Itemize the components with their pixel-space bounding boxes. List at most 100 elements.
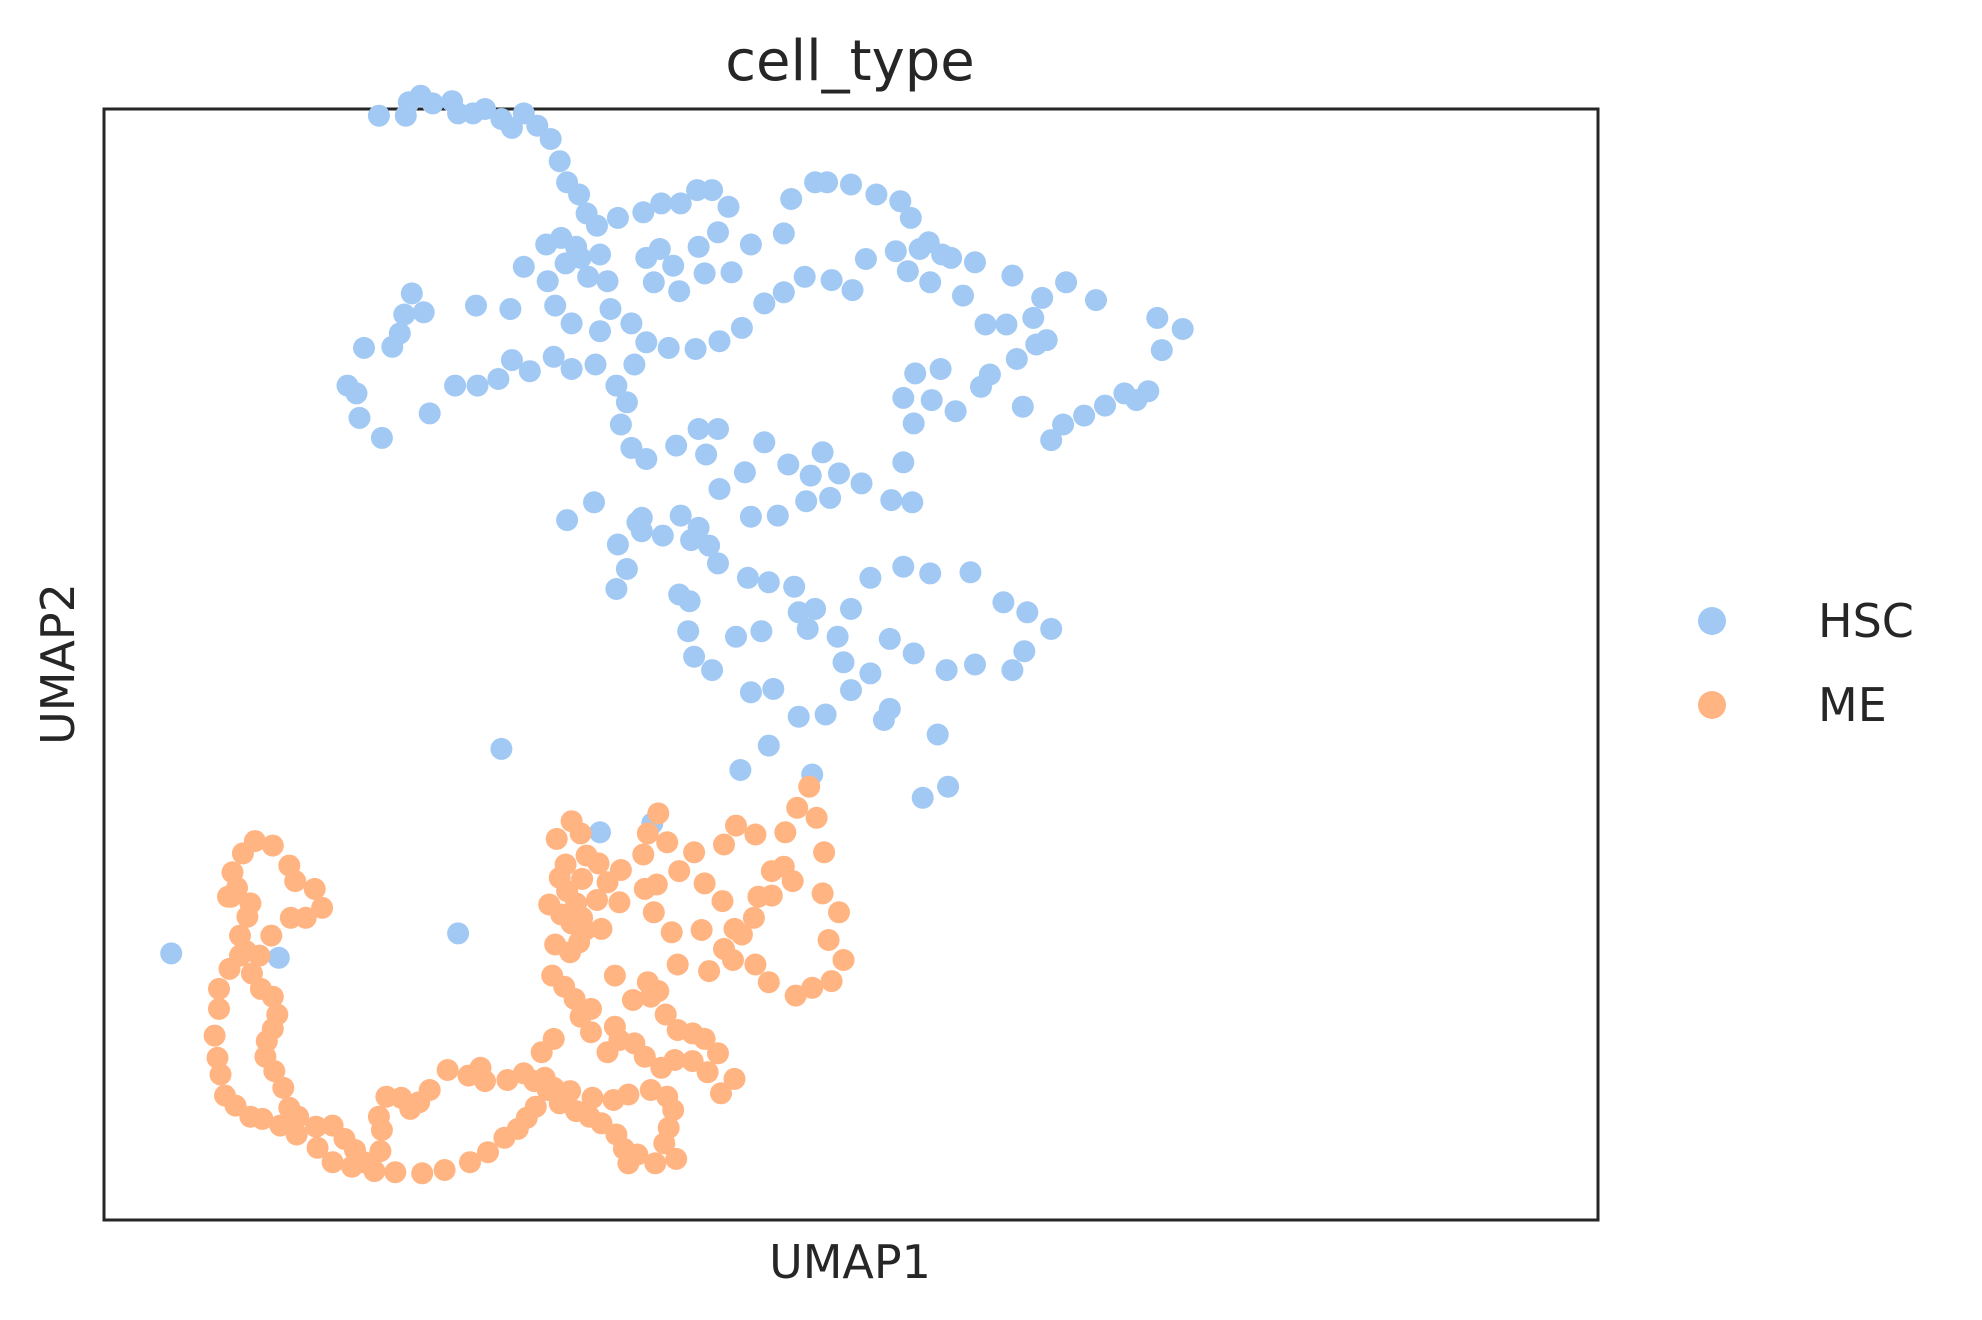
point-me xyxy=(209,1063,232,1086)
point-hsc xyxy=(1040,429,1063,452)
point-me xyxy=(571,867,594,890)
x-axis-label: UMAP1 xyxy=(769,1235,931,1289)
point-me xyxy=(563,987,586,1010)
point-hsc xyxy=(902,642,925,665)
point-me xyxy=(668,860,691,883)
point-hsc xyxy=(500,349,523,372)
point-hsc xyxy=(554,252,577,275)
point-hsc xyxy=(840,597,862,620)
y-axis-label: UMAP2 xyxy=(31,583,85,745)
point-me xyxy=(744,953,767,976)
legend-marker xyxy=(1698,691,1726,719)
point-me xyxy=(524,1095,547,1118)
point-me xyxy=(772,855,795,878)
point-hsc xyxy=(632,201,655,224)
point-hsc xyxy=(766,504,789,527)
point-hsc xyxy=(733,461,756,484)
point-hsc xyxy=(394,104,417,127)
point-hsc xyxy=(1094,394,1116,417)
point-hsc xyxy=(750,620,773,643)
point-hsc xyxy=(892,386,915,409)
point-hsc xyxy=(717,195,740,218)
point-hsc xyxy=(615,558,638,580)
point-hsc xyxy=(606,533,629,556)
point-hsc xyxy=(762,677,785,700)
point-me xyxy=(817,929,840,951)
point-me xyxy=(820,970,843,993)
point-hsc xyxy=(698,534,721,557)
point-me xyxy=(363,1160,386,1183)
point-me xyxy=(653,1132,676,1155)
point-hsc xyxy=(908,238,931,260)
point-me xyxy=(639,985,662,1008)
point-hsc xyxy=(799,464,822,487)
point-hsc xyxy=(840,679,862,702)
point-hsc xyxy=(584,353,607,376)
point-me xyxy=(229,924,251,947)
point-me xyxy=(744,823,767,846)
point-hsc xyxy=(919,562,942,585)
point-hsc xyxy=(995,313,1018,336)
point-hsc xyxy=(884,240,907,263)
point-hsc xyxy=(687,418,710,440)
point-hsc xyxy=(707,221,729,244)
point-me xyxy=(784,984,807,1007)
point-hsc xyxy=(859,662,882,685)
point-hsc xyxy=(412,301,435,324)
series-hsc xyxy=(160,84,1194,969)
point-hsc xyxy=(642,271,665,294)
point-hsc xyxy=(826,625,849,648)
point-hsc xyxy=(892,555,915,578)
point-hsc xyxy=(583,491,605,514)
point-me xyxy=(662,1099,685,1121)
point-hsc xyxy=(662,254,685,277)
point-me xyxy=(713,833,735,856)
point-me xyxy=(690,919,713,941)
point-me xyxy=(305,1115,328,1138)
point-hsc xyxy=(596,270,619,293)
point-hsc xyxy=(1040,617,1063,640)
point-me xyxy=(633,877,656,900)
point-me xyxy=(730,923,753,946)
point-hsc xyxy=(556,171,579,194)
point-hsc xyxy=(669,504,692,527)
point-me xyxy=(828,901,850,924)
legend-marker xyxy=(1698,607,1726,635)
point-hsc xyxy=(1011,395,1034,418)
point-hsc xyxy=(816,171,839,194)
point-me xyxy=(459,1151,481,1174)
point-hsc xyxy=(787,705,810,728)
point-hsc xyxy=(548,150,571,173)
point-hsc xyxy=(620,312,643,335)
point-hsc xyxy=(814,703,837,726)
point-hsc xyxy=(487,368,510,390)
point-hsc xyxy=(878,627,901,650)
point-me xyxy=(284,870,307,893)
point-hsc xyxy=(677,620,700,643)
point-hsc xyxy=(565,235,588,258)
point-hsc xyxy=(708,330,731,353)
point-hsc xyxy=(729,759,752,781)
point-hsc xyxy=(828,462,850,485)
point-hsc xyxy=(466,374,489,397)
point-me xyxy=(436,1059,459,1081)
point-me xyxy=(707,1042,729,1065)
point-hsc xyxy=(560,312,583,335)
point-me xyxy=(666,953,689,976)
legend-item-hsc: HSC xyxy=(1698,594,1914,648)
point-me xyxy=(239,892,262,915)
point-hsc xyxy=(904,362,927,385)
point-me xyxy=(370,1119,393,1141)
point-me xyxy=(786,796,809,819)
point-hsc xyxy=(736,566,759,589)
point-me xyxy=(496,1069,519,1091)
point-me xyxy=(760,884,783,907)
point-me xyxy=(341,1155,363,1178)
point-hsc xyxy=(959,561,982,584)
point-me xyxy=(303,877,326,900)
point-hsc xyxy=(512,102,535,125)
point-hsc xyxy=(518,360,541,383)
point-me xyxy=(801,976,824,999)
point-hsc xyxy=(804,597,827,620)
point-me xyxy=(798,775,821,798)
